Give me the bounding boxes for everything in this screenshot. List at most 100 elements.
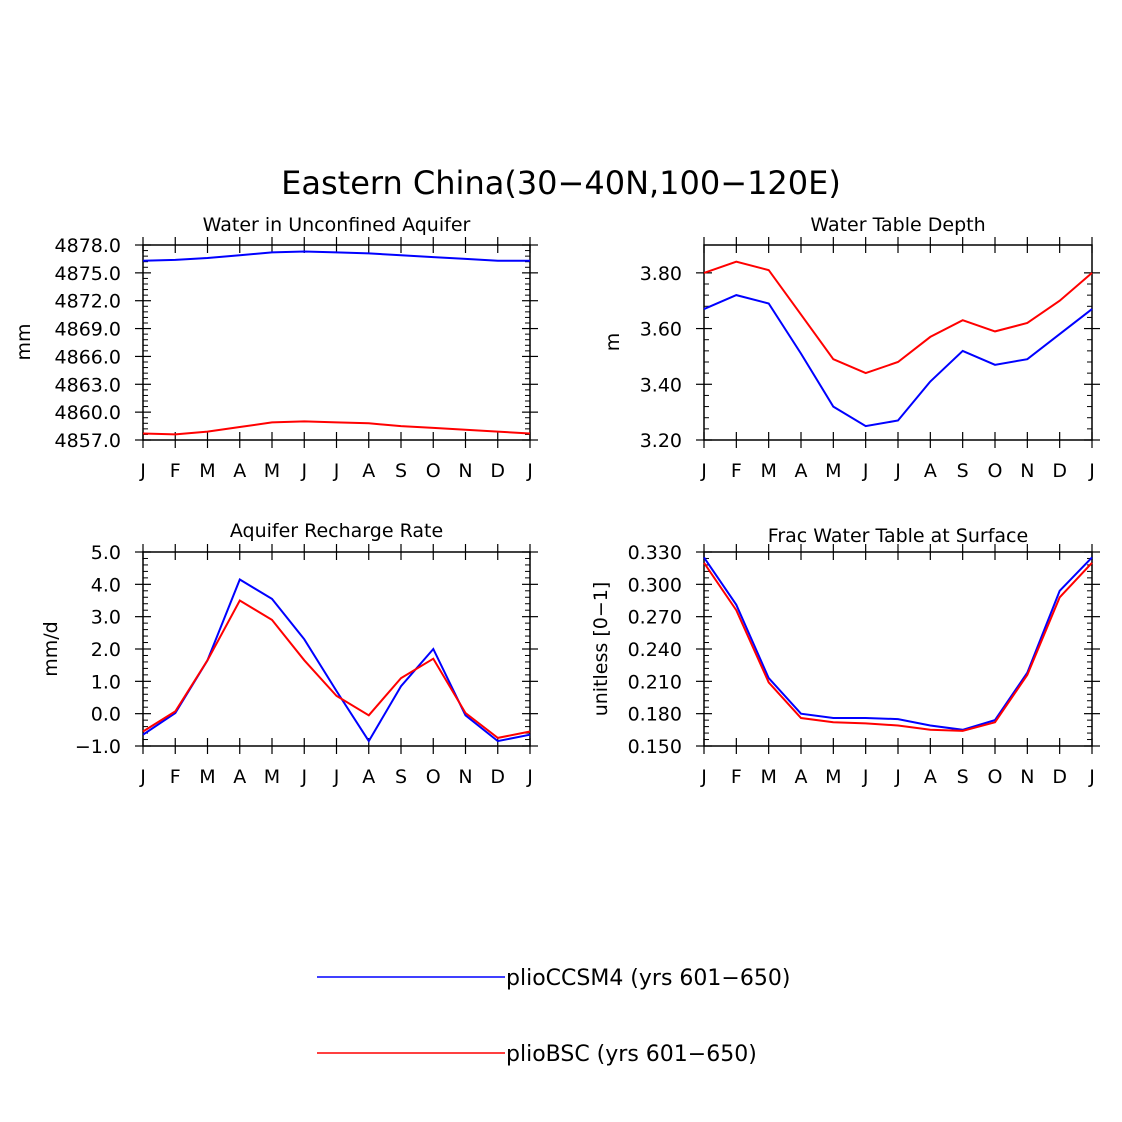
legend: plioCCSM4 (yrs 601−650) plioBSC (yrs 601…	[317, 966, 790, 1067]
x-tick-label: O	[988, 766, 1003, 788]
x-tick-label: J	[300, 460, 307, 482]
y-tick-label: 2.0	[91, 639, 121, 661]
x-tick-label: J	[139, 460, 146, 482]
y-tick-label: 4878.0	[55, 235, 121, 257]
x-tick-label: O	[426, 766, 441, 788]
x-tick-label: D	[1052, 460, 1067, 482]
x-tick-label: S	[395, 766, 407, 788]
panel-title: Water in Unconfined Aquifer	[203, 214, 471, 236]
y-tick-label: 0.330	[628, 542, 682, 564]
x-tick-label: M	[825, 460, 841, 482]
y-axis-label: mm/d	[40, 621, 62, 676]
x-tick-label: J	[300, 766, 307, 788]
y-tick-label: 4866.0	[55, 346, 121, 368]
x-tick-label: S	[957, 460, 969, 482]
x-tick-label: N	[1020, 766, 1034, 788]
y-tick-label: 4857.0	[55, 430, 121, 452]
x-tick-label: F	[731, 766, 742, 788]
x-tick-label: J	[1088, 766, 1095, 788]
x-tick-label: A	[362, 460, 375, 482]
y-tick-label: 4869.0	[55, 319, 121, 341]
x-tick-label: A	[795, 766, 808, 788]
series-line-plioBSC	[703, 562, 1093, 732]
x-tick-label: O	[988, 460, 1003, 482]
x-tick-label: F	[170, 766, 181, 788]
y-tick-label: 0.270	[628, 607, 682, 629]
x-tick-label: M	[199, 460, 215, 482]
x-tick-label: J	[862, 766, 869, 788]
x-tick-label: A	[362, 766, 375, 788]
y-tick-label: 0.210	[628, 671, 682, 693]
x-tick-label: F	[170, 460, 181, 482]
x-tick-label: F	[731, 460, 742, 482]
x-tick-label: J	[1088, 460, 1095, 482]
y-tick-label: 4.0	[91, 574, 121, 596]
y-tick-label: 3.60	[640, 319, 682, 341]
x-tick-label: J	[526, 460, 533, 482]
x-tick-label: J	[333, 460, 340, 482]
x-tick-label: M	[825, 766, 841, 788]
x-tick-label: D	[1052, 766, 1067, 788]
y-tick-label: 3.20	[640, 430, 682, 452]
x-tick-label: J	[139, 766, 146, 788]
legend-label-plioBSC: plioBSC (yrs 601−650)	[506, 1042, 757, 1067]
x-tick-label: J	[894, 460, 901, 482]
series-line-plioBSC	[142, 599, 531, 739]
figure-title: Eastern China(30−40N,100−120E)	[281, 164, 841, 202]
x-tick-label: S	[395, 460, 407, 482]
x-tick-label: A	[795, 460, 808, 482]
x-tick-label: N	[1020, 460, 1034, 482]
panel-title: Water Table Depth	[810, 214, 985, 236]
y-tick-label: 0.150	[628, 736, 682, 758]
y-tick-label: 4875.0	[55, 263, 121, 285]
y-tick-label: 4860.0	[55, 402, 121, 424]
panel-title: Frac Water Table at Surface	[768, 525, 1028, 547]
x-tick-label: A	[924, 766, 937, 788]
panel-title: Aquifer Recharge Rate	[230, 520, 443, 542]
y-tick-label: 0.180	[628, 704, 682, 726]
y-tick-label: 4863.0	[55, 374, 121, 396]
x-tick-label: N	[458, 766, 472, 788]
x-tick-label: J	[894, 766, 901, 788]
series-line-plioCCSM4	[142, 250, 530, 262]
x-tick-label: N	[458, 460, 472, 482]
legend-label-plioCCSM4: plioCCSM4 (yrs 601−650)	[506, 966, 790, 991]
series-line-plioBSC	[142, 420, 531, 436]
y-axis-label: mm	[13, 323, 35, 360]
x-tick-label: D	[490, 766, 505, 788]
x-tick-label: S	[957, 766, 969, 788]
y-tick-label: 3.80	[640, 263, 682, 285]
x-tick-label: M	[264, 766, 280, 788]
y-tick-label: 0.240	[628, 639, 682, 661]
y-tick-label: 0.0	[91, 704, 121, 726]
x-tick-label: M	[199, 766, 215, 788]
y-tick-label: 1.0	[91, 671, 121, 693]
y-axis-label: unitless [0−1]	[590, 582, 612, 717]
y-tick-label: 0.300	[628, 574, 682, 596]
x-tick-label: J	[526, 766, 533, 788]
x-tick-label: O	[426, 460, 441, 482]
x-tick-label: J	[700, 766, 707, 788]
x-tick-label: J	[700, 460, 707, 482]
y-tick-label: 3.40	[640, 374, 682, 396]
y-tick-label: 5.0	[91, 542, 121, 564]
y-axis-label: m	[602, 333, 624, 352]
x-tick-label: A	[233, 766, 246, 788]
x-tick-label: A	[924, 460, 937, 482]
x-tick-label: M	[264, 460, 280, 482]
x-tick-label: M	[760, 766, 776, 788]
y-tick-label: −1.0	[75, 736, 121, 758]
x-tick-label: M	[760, 460, 776, 482]
x-tick-label: D	[490, 460, 505, 482]
x-tick-label: J	[333, 766, 340, 788]
x-tick-label: A	[233, 460, 246, 482]
series-line-plioBSC	[703, 260, 1093, 375]
series-line-plioCCSM4	[703, 294, 1093, 428]
panel-frac-water-table-at-surface: Frac Water Table at Surface unitless [0−1…	[590, 525, 1100, 788]
